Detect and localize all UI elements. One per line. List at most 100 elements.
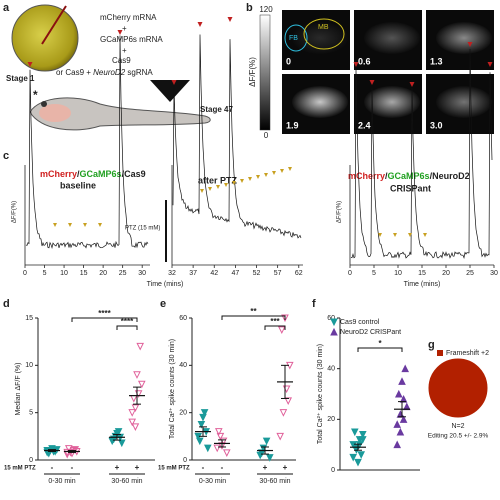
data-point bbox=[128, 409, 137, 417]
data-point bbox=[133, 371, 141, 379]
spike-marker bbox=[353, 62, 359, 67]
data-point bbox=[137, 380, 146, 389]
injection-text: GCaMP6s mRNA bbox=[100, 35, 163, 44]
panel-label: a bbox=[3, 2, 10, 14]
x-tick-label: 20 bbox=[442, 270, 450, 277]
x-tick-label: 52 bbox=[253, 270, 261, 277]
brain-signal bbox=[364, 86, 420, 118]
data-point bbox=[279, 409, 288, 417]
data-point bbox=[216, 432, 225, 441]
spike-marker bbox=[227, 17, 233, 22]
data-point bbox=[197, 421, 206, 429]
x-tick-label: + bbox=[283, 463, 288, 472]
injection-text: + bbox=[122, 46, 127, 55]
x-tick-label: 10 bbox=[60, 270, 68, 277]
spike-marker bbox=[409, 82, 415, 87]
x-tick-label: 37 bbox=[189, 270, 197, 277]
y-axis-label: Median ΔF/F (%) bbox=[15, 363, 22, 416]
y-tick-label: 0 bbox=[183, 457, 187, 464]
data-point bbox=[64, 445, 73, 453]
x-tick-label: 25 bbox=[466, 270, 474, 277]
data-point bbox=[262, 437, 271, 446]
spike-marker bbox=[171, 80, 177, 85]
legend-label: Cas9 control bbox=[340, 319, 380, 326]
treatment-label: 15 mM PTZ bbox=[158, 466, 190, 472]
frame-time: 1.3 bbox=[430, 56, 443, 66]
data-point bbox=[349, 453, 358, 462]
event-marker bbox=[208, 187, 212, 191]
data-point bbox=[214, 428, 223, 436]
trace bbox=[350, 48, 493, 259]
trace-subtitle: CRISPant bbox=[390, 183, 431, 193]
x-tick-label: - bbox=[51, 463, 54, 472]
injection-text: mCherry mRNA bbox=[100, 13, 157, 22]
x-tick-label: 20 bbox=[99, 270, 107, 277]
brain-signal bbox=[292, 86, 348, 118]
event-marker bbox=[280, 169, 284, 173]
event-marker bbox=[53, 223, 57, 227]
event-marker bbox=[216, 185, 220, 189]
y-tick-label: 15 bbox=[25, 315, 33, 322]
event-marker bbox=[423, 233, 427, 237]
data-point bbox=[398, 377, 406, 385]
x-axis-label: Time (mins) bbox=[147, 281, 184, 288]
x-tick-label: - bbox=[71, 463, 74, 472]
x-tick-label: 0 bbox=[23, 270, 27, 277]
x-tick-label: 42 bbox=[210, 270, 218, 277]
colorbar-max: 120 bbox=[259, 5, 273, 14]
significance-label: * bbox=[378, 339, 382, 348]
data-point bbox=[276, 432, 285, 441]
data-point bbox=[277, 326, 286, 334]
x-tick-label: 0 bbox=[348, 270, 352, 277]
significance-label: **** bbox=[121, 317, 134, 326]
data-point bbox=[222, 449, 231, 458]
trace bbox=[25, 35, 149, 250]
spike-marker bbox=[467, 42, 473, 47]
event-marker bbox=[240, 179, 244, 183]
y-axis-label: Total Ca²⁺ spike counts (30 min) bbox=[169, 339, 176, 439]
pie-slice bbox=[427, 357, 489, 419]
trace-title: mCherry/GCaMP6s/Cas9 bbox=[40, 169, 146, 179]
brain-signal bbox=[436, 22, 492, 54]
data-point bbox=[203, 444, 212, 453]
data-point bbox=[117, 439, 126, 448]
data-point bbox=[136, 342, 145, 351]
x-tick-label: + bbox=[135, 463, 140, 472]
x-axis-label: Time (mins) bbox=[404, 281, 441, 288]
y-tick-label: 60 bbox=[179, 315, 187, 322]
panel-label: f bbox=[312, 298, 316, 310]
period-label: 0-30 min bbox=[199, 478, 226, 485]
tadpole-gut bbox=[39, 104, 71, 122]
trace-title: mCherry/GCaMP6s/NeuroD2 bbox=[348, 171, 470, 181]
event-marker bbox=[224, 183, 228, 187]
frame-time: 0.6 bbox=[358, 56, 371, 66]
y-tick-label: 40 bbox=[327, 366, 335, 373]
y-tick-label: 0 bbox=[331, 467, 335, 474]
panel-label: c bbox=[3, 150, 9, 162]
data-point bbox=[195, 437, 204, 446]
x-tick-label: 30 bbox=[138, 270, 146, 277]
spike-marker bbox=[369, 80, 375, 85]
y-axis-label: ΔF/F(%) bbox=[337, 201, 343, 223]
legend-swatch bbox=[437, 350, 443, 356]
data-point bbox=[399, 415, 408, 423]
trace bbox=[172, 34, 302, 239]
legend-label: Frameshift +2 bbox=[446, 350, 489, 357]
event-marker bbox=[248, 177, 252, 181]
treatment-label: 15 mM PTZ bbox=[4, 466, 36, 472]
stage-label: Stage 1 bbox=[6, 74, 35, 83]
data-point bbox=[357, 451, 366, 459]
significance-bracket bbox=[357, 347, 403, 352]
significance-label: ** bbox=[250, 307, 257, 316]
frame-time: 3.0 bbox=[430, 120, 443, 130]
x-tick-label: 32 bbox=[168, 270, 176, 277]
x-tick-label: 5 bbox=[43, 270, 47, 277]
event-marker bbox=[393, 233, 397, 237]
frame-time: 1.9 bbox=[286, 120, 299, 130]
colorbar-label: ΔF/F(%) bbox=[248, 57, 257, 87]
event-marker bbox=[272, 171, 276, 175]
x-tick-label: - bbox=[202, 463, 205, 472]
data-point bbox=[394, 389, 403, 398]
